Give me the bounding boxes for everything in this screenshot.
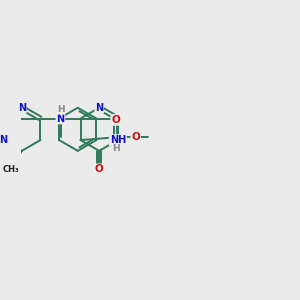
Text: H: H [57,105,64,114]
Text: H: H [112,144,120,153]
Text: O: O [131,132,140,142]
Text: N: N [95,103,103,113]
Text: H: H [57,105,64,114]
Text: O: O [111,115,120,125]
Text: N: N [18,103,26,113]
Text: CH₃: CH₃ [3,165,19,174]
Text: N: N [56,113,64,124]
Text: N: N [0,135,7,145]
Text: O: O [95,164,103,174]
Text: NH: NH [110,135,126,145]
